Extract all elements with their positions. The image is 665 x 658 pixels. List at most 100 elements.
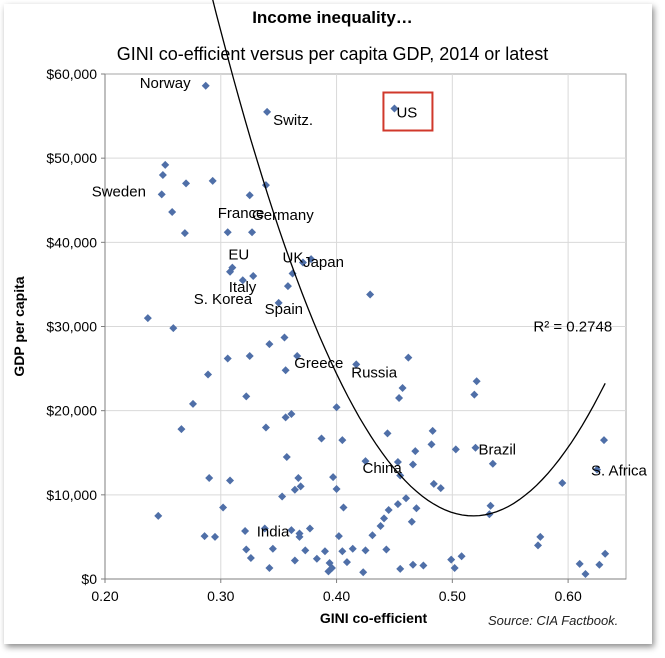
- country-label: Russia: [351, 364, 398, 381]
- data-point: [393, 458, 402, 467]
- data-point: [427, 440, 436, 449]
- data-point: [368, 531, 377, 540]
- data-point: [429, 479, 438, 488]
- data-point: [436, 484, 445, 493]
- data-point: [390, 104, 399, 113]
- data-point: [470, 390, 479, 399]
- data-point: [361, 546, 370, 555]
- data-point: [143, 314, 152, 323]
- data-point: [305, 524, 314, 533]
- data-point: [219, 503, 228, 512]
- data-point: [593, 465, 602, 474]
- data-point: [408, 560, 417, 569]
- data-point: [242, 545, 251, 554]
- country-label: UK: [283, 249, 304, 266]
- data-point: [595, 560, 604, 569]
- data-point: [246, 553, 255, 562]
- data-point: [334, 532, 343, 541]
- data-point: [558, 479, 567, 488]
- data-point: [380, 514, 389, 523]
- country-label: Spain: [265, 301, 303, 318]
- data-point: [307, 255, 316, 264]
- data-point: [398, 383, 407, 392]
- data-point: [488, 459, 497, 468]
- data-point: [281, 413, 290, 422]
- x-tick-label: 0.60: [554, 588, 581, 604]
- data-point: [294, 474, 303, 482]
- data-point: [393, 500, 402, 509]
- data-point: [226, 476, 235, 485]
- data-point: [180, 229, 189, 238]
- data-point: [287, 526, 296, 535]
- data-point: [581, 569, 590, 578]
- source-note: Source: CIA Factbook.: [488, 613, 619, 628]
- data-point: [332, 403, 341, 412]
- data-point: [536, 532, 545, 541]
- country-label: Greece: [294, 355, 343, 372]
- x-axis-title: GINI co-efficient: [320, 610, 428, 626]
- y-tick-label: $60,000: [46, 66, 97, 82]
- data-point: [248, 228, 257, 237]
- y-axis-title: GDP per capita: [11, 276, 27, 376]
- y-tick-label: $0: [81, 571, 97, 587]
- country-label: Italy: [229, 279, 257, 296]
- data-point: [342, 558, 351, 567]
- data-point: [242, 392, 251, 401]
- y-tick-label: $40,000: [46, 234, 97, 250]
- data-point: [366, 290, 375, 299]
- highlight-box: [382, 91, 434, 132]
- data-point: [384, 505, 393, 514]
- data-point: [412, 504, 421, 513]
- data-point: [317, 434, 326, 443]
- data-point: [408, 460, 417, 469]
- data-point: [210, 532, 219, 541]
- data-point: [274, 298, 283, 307]
- y-tick-label: $50,000: [46, 150, 97, 166]
- data-point: [534, 541, 543, 550]
- data-point: [201, 81, 210, 90]
- data-point: [383, 429, 392, 438]
- data-point: [301, 546, 310, 555]
- data-point: [287, 410, 296, 419]
- data-point: [205, 474, 214, 482]
- x-tick-label: 0.50: [439, 588, 466, 604]
- data-point: [600, 436, 609, 445]
- data-point: [295, 532, 304, 541]
- data-point: [359, 568, 368, 577]
- data-point: [348, 544, 357, 553]
- data-point: [169, 324, 178, 333]
- country-label: US: [396, 105, 417, 122]
- data-point: [265, 340, 274, 349]
- chart-title: Income inequality…: [252, 8, 413, 27]
- country-label: India: [257, 524, 290, 541]
- y-tick-label: $20,000: [46, 403, 97, 419]
- data-point: [332, 484, 341, 493]
- data-point: [154, 511, 163, 520]
- data-point: [204, 370, 213, 379]
- data-point: [396, 564, 405, 573]
- data-point: [447, 555, 456, 564]
- country-label: S. Africa: [591, 463, 648, 480]
- r-squared-label: R² = 0.2748: [533, 319, 612, 336]
- data-point: [293, 351, 302, 360]
- data-point: [280, 333, 289, 342]
- data-point: [161, 160, 170, 169]
- data-point: [265, 564, 274, 573]
- y-tick-label: $30,000: [46, 319, 97, 335]
- data-point: [457, 552, 466, 561]
- country-label: Sweden: [92, 183, 146, 200]
- chart-subtitle: GINI co-efficient versus per capita GDP,…: [116, 44, 549, 64]
- data-point: [290, 556, 299, 565]
- country-label: Germany: [252, 207, 314, 224]
- data-point: [329, 473, 338, 482]
- country-label: S. Korea: [194, 291, 253, 308]
- data-point: [182, 179, 191, 188]
- data-point: [208, 176, 217, 185]
- country-label: France: [218, 205, 265, 222]
- data-point: [402, 494, 411, 503]
- data-point: [486, 501, 495, 510]
- data-point: [290, 485, 299, 494]
- country-label: EU: [228, 247, 249, 264]
- data-point: [407, 517, 416, 526]
